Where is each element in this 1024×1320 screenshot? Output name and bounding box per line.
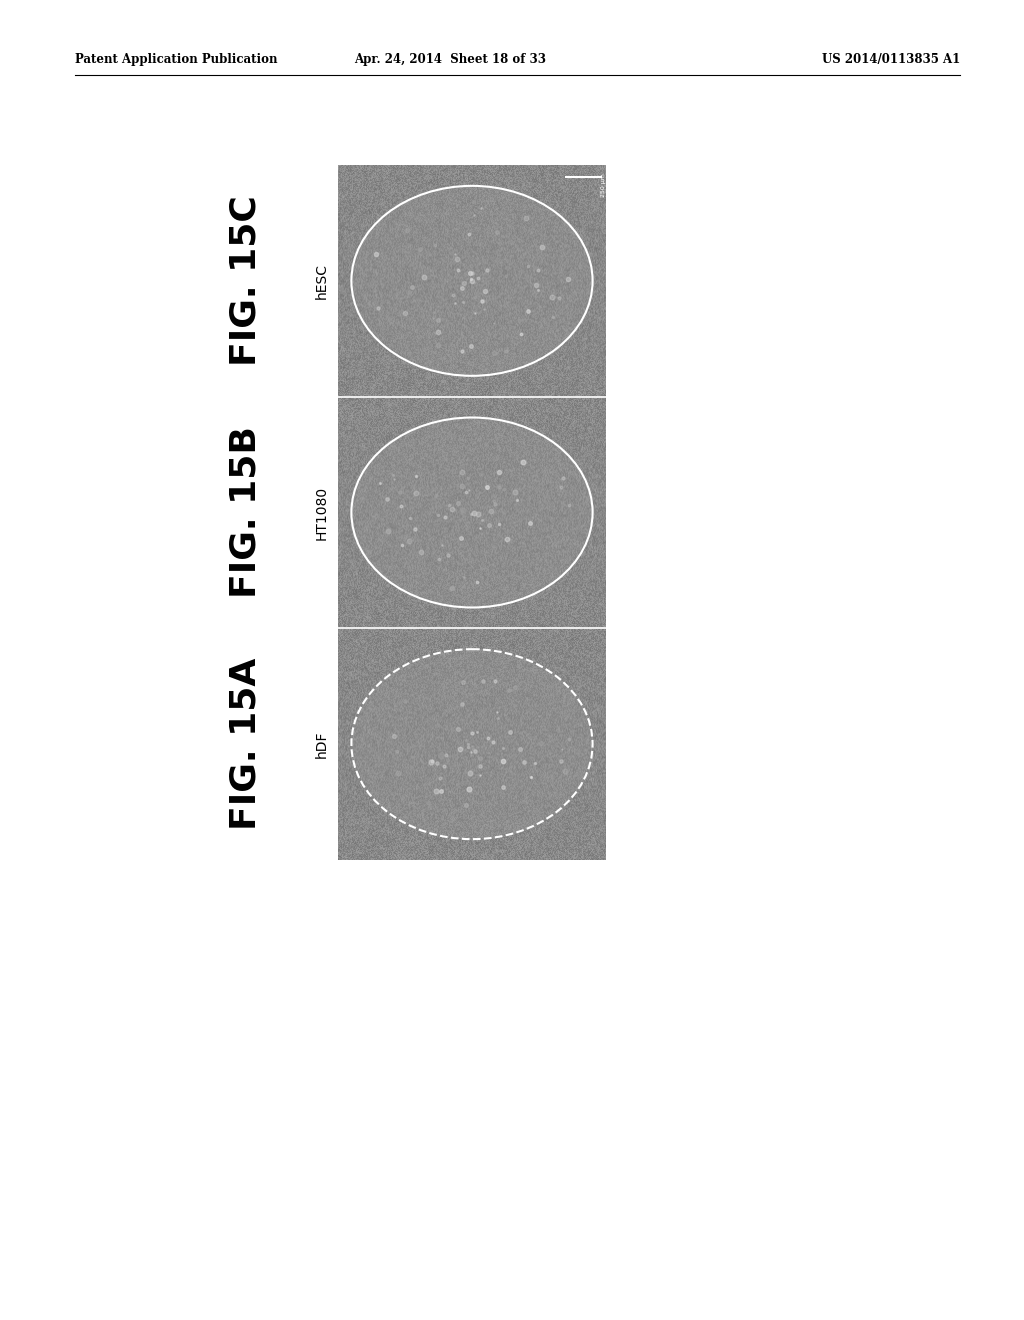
Text: FIG. 15A: FIG. 15A [228, 657, 262, 830]
Text: US 2014/0113835 A1: US 2014/0113835 A1 [821, 54, 961, 66]
Text: hDF: hDF [315, 730, 329, 758]
Text: FIG. 15C: FIG. 15C [228, 195, 262, 366]
Text: Apr. 24, 2014  Sheet 18 of 33: Apr. 24, 2014 Sheet 18 of 33 [354, 54, 546, 66]
Text: FIG. 15B: FIG. 15B [228, 426, 262, 598]
Text: HT1080: HT1080 [315, 486, 329, 540]
Text: Patent Application Publication: Patent Application Publication [75, 54, 278, 66]
Ellipse shape [351, 649, 593, 840]
Ellipse shape [351, 417, 593, 607]
Text: hESC: hESC [315, 263, 329, 298]
Text: 250 μm: 250 μm [600, 173, 605, 197]
Ellipse shape [351, 186, 593, 376]
